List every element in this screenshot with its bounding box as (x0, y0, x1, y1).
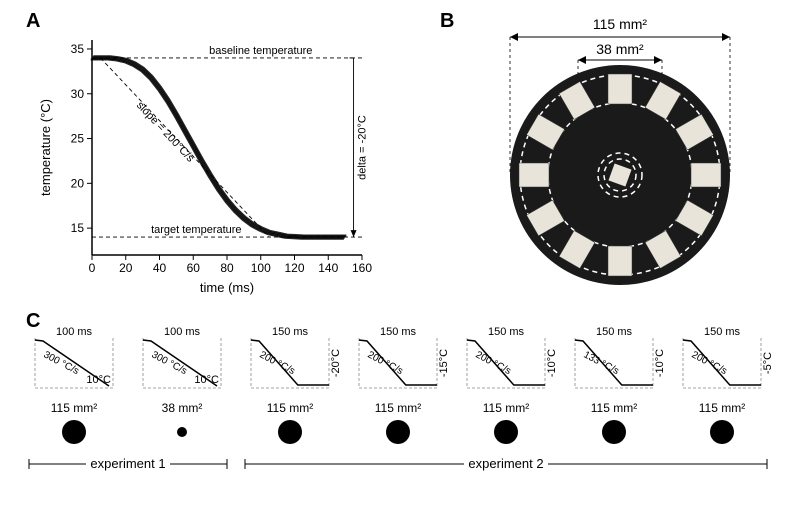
svg-text:133 °C/s: 133 °C/s (582, 349, 621, 377)
svg-text:baseline temperature: baseline temperature (209, 45, 312, 57)
svg-text:150 ms: 150 ms (596, 326, 633, 338)
svg-text:80: 80 (220, 261, 234, 275)
svg-text:150 ms: 150 ms (704, 326, 741, 338)
svg-text:40: 40 (153, 261, 167, 275)
svg-text:10°C: 10°C (194, 374, 219, 386)
svg-text:35: 35 (71, 42, 85, 56)
svg-text:115 mm²: 115 mm² (699, 401, 745, 415)
svg-text:experiment 1: experiment 1 (90, 456, 165, 471)
svg-text:38 mm²: 38 mm² (162, 401, 203, 415)
svg-text:-15°C: -15°C (438, 349, 450, 377)
svg-text:115 mm²: 115 mm² (591, 401, 637, 415)
svg-text:115 mm²: 115 mm² (267, 401, 313, 415)
svg-text:150 ms: 150 ms (272, 326, 309, 338)
svg-text:38 mm²: 38 mm² (596, 41, 644, 57)
svg-text:200 °C/s: 200 °C/s (258, 349, 297, 377)
svg-text:100: 100 (251, 261, 271, 275)
svg-text:150 ms: 150 ms (380, 326, 417, 338)
svg-text:25: 25 (71, 132, 85, 146)
panel-a-chart: 0 20 40 60 80 100 120 140 160 15 20 25 30 35 time (ms)… (20, 15, 420, 295)
svg-text:200 °C/s: 200 °C/s (690, 349, 729, 377)
svg-text:experiment 2: experiment 2 (468, 456, 543, 471)
svg-text:160: 160 (352, 261, 372, 275)
svg-text:delta = -20°C: delta = -20°C (357, 115, 369, 180)
svg-text:-10°C: -10°C (654, 349, 666, 377)
svg-text:temperature (°C): temperature (°C) (38, 99, 53, 196)
svg-text:140: 140 (318, 261, 338, 275)
svg-text:115 mm²: 115 mm² (593, 16, 648, 32)
svg-text:target temperature: target temperature (151, 224, 242, 236)
svg-text:150 ms: 150 ms (488, 326, 525, 338)
svg-text:60: 60 (187, 261, 201, 275)
svg-text:time (ms): time (ms) (200, 280, 254, 295)
svg-text:30: 30 (71, 87, 85, 101)
svg-text:-20°C: -20°C (330, 349, 342, 377)
svg-text:-10°C: -10°C (546, 349, 558, 377)
svg-text:120: 120 (284, 261, 304, 275)
panel-b-diagram: 115 mm² 38 mm² (445, 5, 785, 295)
svg-text:115 mm²: 115 mm² (483, 401, 529, 415)
svg-text:100 ms: 100 ms (56, 326, 93, 338)
svg-text:-5°C: -5°C (762, 352, 774, 374)
svg-text:100 ms: 100 ms (164, 326, 201, 338)
svg-text:20: 20 (71, 176, 85, 190)
panel-c-row: 100 ms300 °C/s10°C115 mm²100 ms300 °C/s1… (0, 318, 800, 528)
svg-text:15: 15 (71, 221, 85, 235)
svg-text:200 °C/s: 200 °C/s (366, 349, 405, 377)
svg-text:115 mm²: 115 mm² (375, 401, 421, 415)
svg-text:20: 20 (119, 261, 133, 275)
svg-text:115 mm²: 115 mm² (51, 401, 97, 415)
svg-text:10°C: 10°C (86, 374, 111, 386)
svg-text:0: 0 (89, 261, 96, 275)
svg-text:200 °C/s: 200 °C/s (474, 349, 513, 377)
